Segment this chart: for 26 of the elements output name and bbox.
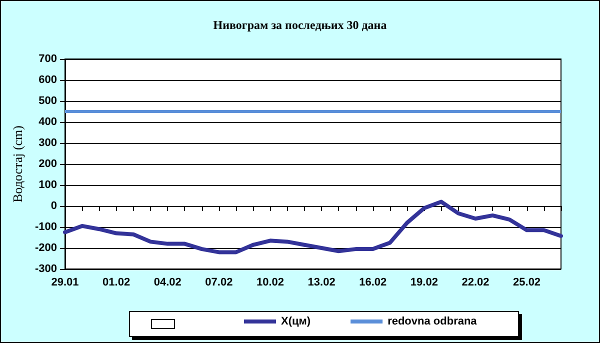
legend-label: redovna odbrana bbox=[388, 316, 478, 328]
x-tick-label: 13.02 bbox=[308, 276, 336, 288]
x-tick-label: 04.02 bbox=[154, 276, 182, 288]
y-tick-label: 600 bbox=[38, 74, 57, 86]
x-tick-label: 22.02 bbox=[462, 276, 490, 288]
y-tick-label: 500 bbox=[38, 95, 57, 107]
y-tick-label: 100 bbox=[38, 179, 57, 191]
y-tick-label: 200 bbox=[38, 158, 57, 170]
y-tick-label: -300 bbox=[34, 263, 57, 275]
x-tick-label: 29.01 bbox=[51, 276, 79, 288]
x-tick-label: 25.02 bbox=[513, 276, 541, 288]
x-tick-label: 07.02 bbox=[205, 276, 233, 288]
x-tick-label: 16.02 bbox=[359, 276, 387, 288]
x-tick-label: 10.02 bbox=[256, 276, 284, 288]
y-tick-label: -100 bbox=[34, 221, 57, 233]
y-tick-label: 400 bbox=[38, 116, 57, 128]
line-series bbox=[63, 200, 563, 254]
chart-title: Нивограм за последњих 30 дана bbox=[213, 18, 387, 32]
x-tick-label: 19.02 bbox=[410, 276, 438, 288]
y-tick-label: 0 bbox=[50, 200, 57, 212]
y-tick-label: -200 bbox=[34, 242, 57, 254]
y-axis-title: Водостај (cm) bbox=[10, 125, 26, 203]
x-tick-label: 01.02 bbox=[102, 276, 130, 288]
legend-label: X(цм) bbox=[281, 316, 311, 328]
y-tick-label: 300 bbox=[38, 137, 57, 149]
y-tick-label: 700 bbox=[38, 53, 57, 65]
